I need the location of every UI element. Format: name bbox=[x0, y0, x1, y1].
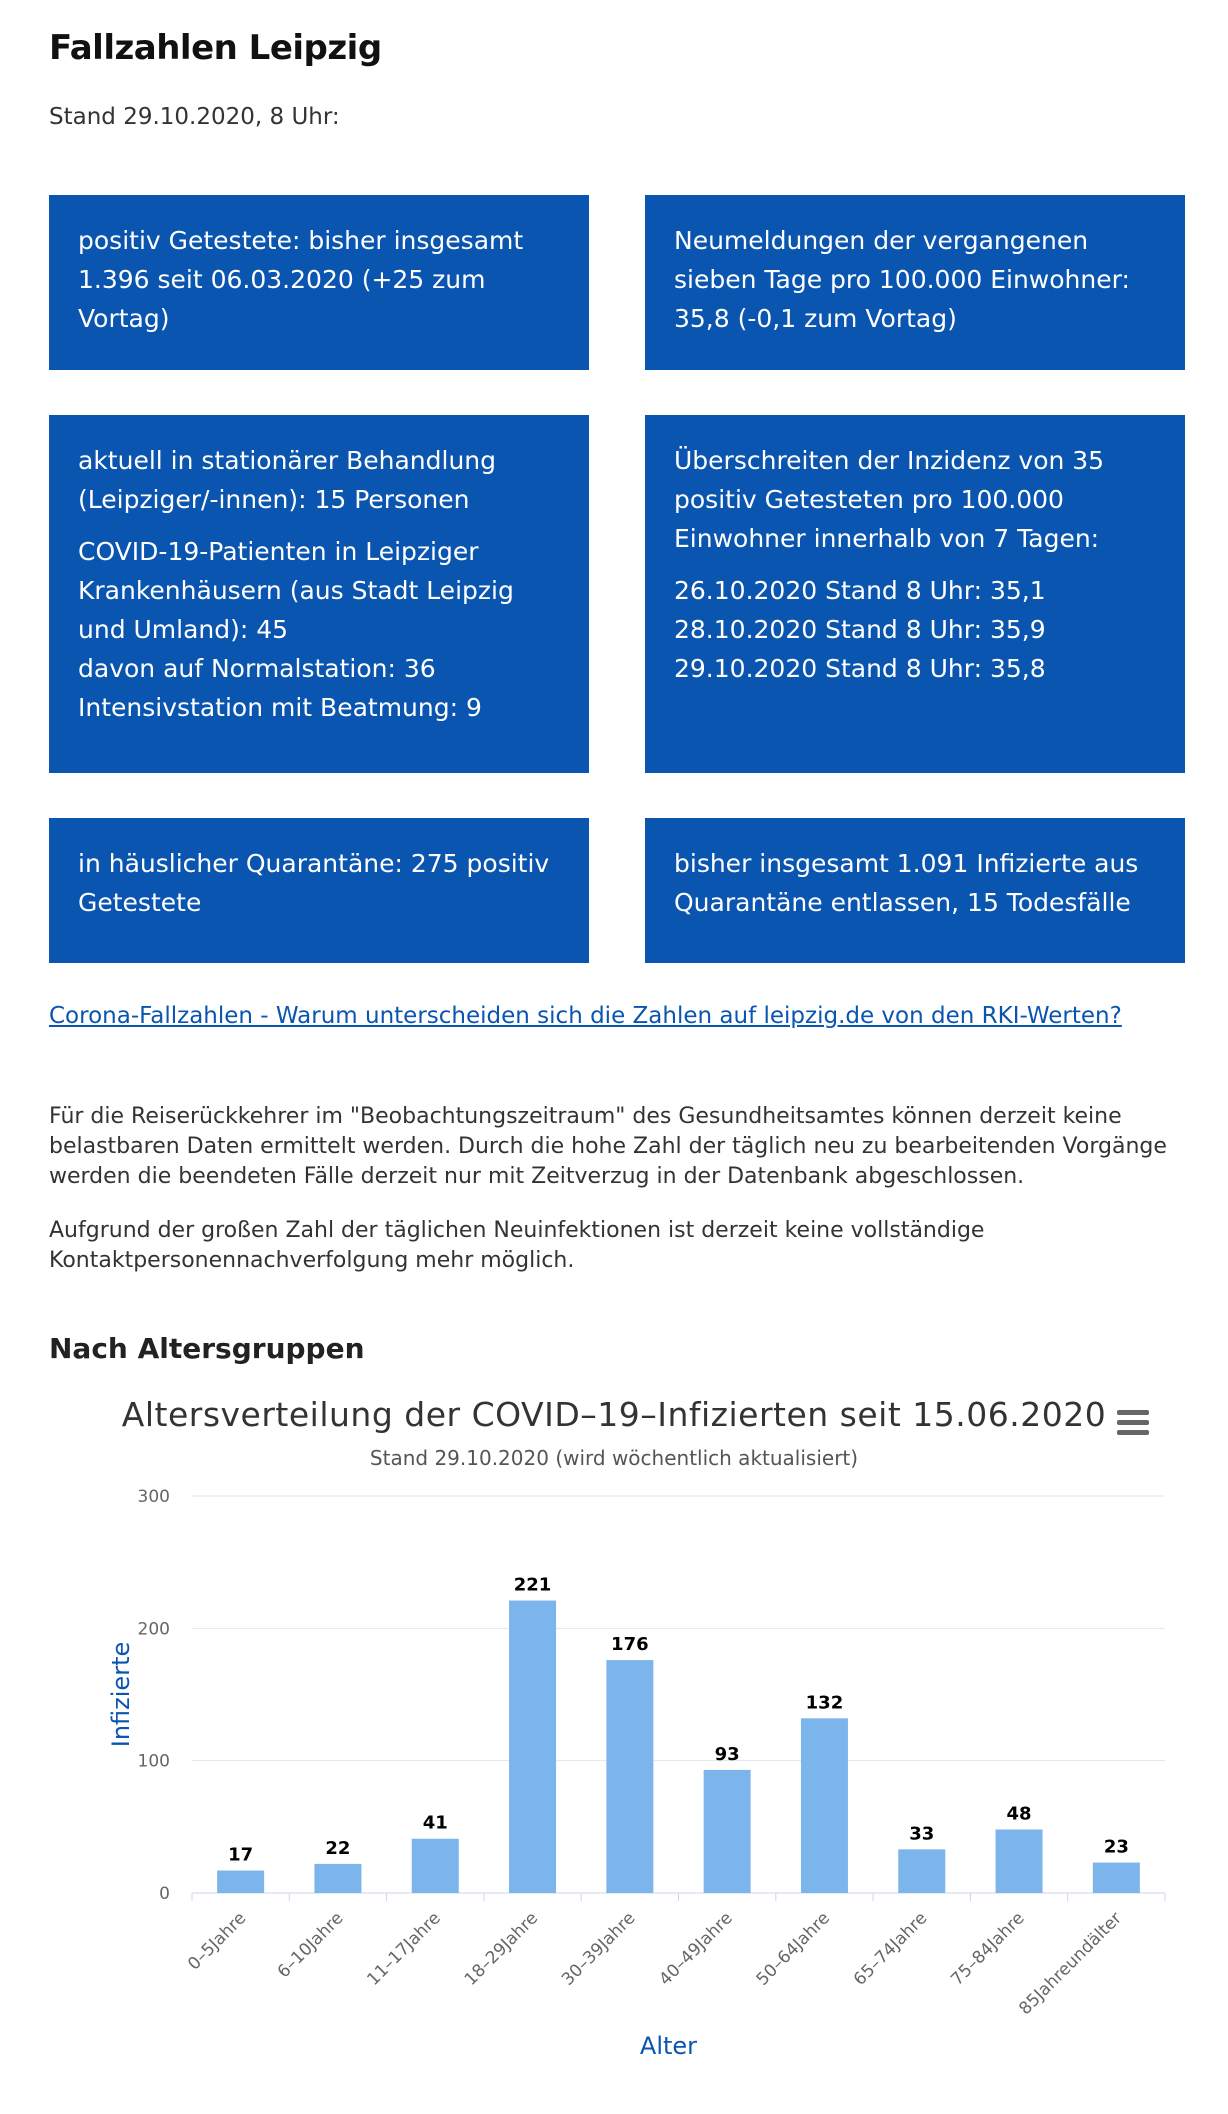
section-heading: Nach Altersgruppen bbox=[49, 1332, 365, 1365]
stand-date: Stand 29.10.2020, 8 Uhr: bbox=[49, 104, 340, 130]
bar bbox=[703, 1769, 751, 1893]
info-box-text: aktuell in stationärer Behandlung (Leipz… bbox=[78, 446, 497, 514]
info-box-threshold: Überschreiten der Inzidenz von 35 positi… bbox=[645, 415, 1185, 773]
page-title: Fallzahlen Leipzig bbox=[49, 28, 382, 68]
x-tick-label: 50–64Jahre bbox=[753, 1908, 834, 1989]
data-label: 132 bbox=[806, 1692, 844, 1713]
data-label: 221 bbox=[514, 1575, 552, 1596]
chart-svg: 0 100 200 300 Infizierte 17 0–5Jahre 22 6–10Jahr… bbox=[107, 1487, 1166, 2060]
data-label: 48 bbox=[1007, 1803, 1032, 1824]
paragraph-contact-tracing: Aufgrund der großen Zahl der täglichen N… bbox=[49, 1218, 985, 1273]
data-label: 41 bbox=[423, 1813, 448, 1834]
info-box-text: positiv Getestete: bisher insgesamt 1.39… bbox=[78, 226, 524, 333]
info-box-positive: positiv Getestete: bisher insgesamt 1.39… bbox=[49, 195, 589, 370]
info-box-text: COVID-19-Patienten in Leipziger Krankenh… bbox=[78, 537, 514, 722]
y-axis-title: Infizierte bbox=[107, 1642, 135, 1747]
bar bbox=[314, 1863, 362, 1893]
info-box-text: in häuslicher Quarantäne: 275 positiv Ge… bbox=[78, 849, 550, 917]
bar bbox=[995, 1829, 1043, 1893]
info-box-text: Überschreiten der Inzidenz von 35 positi… bbox=[674, 446, 1105, 553]
info-box-text: 26.10.2020 Stand 8 Uhr: 35,1 28.10.2020 … bbox=[674, 576, 1046, 683]
y-tick-label: 100 bbox=[138, 1752, 170, 1772]
x-tick-label: 85Jahreundälter bbox=[1015, 1908, 1126, 2019]
data-label: 22 bbox=[325, 1838, 350, 1859]
y-tick-label: 0 bbox=[159, 1884, 170, 1904]
info-box-incidence: Neumeldungen der vergangenen sieben Tage… bbox=[645, 195, 1185, 370]
x-tick-label: 0–5Jahre bbox=[184, 1908, 250, 1974]
info-box-released: bisher insgesamt 1.091 Infizierte aus Qu… bbox=[645, 818, 1185, 963]
data-label: 93 bbox=[715, 1744, 740, 1765]
x-axis-title: Alter bbox=[640, 2032, 697, 2060]
info-box-hospital: aktuell in stationärer Behandlung (Leipz… bbox=[49, 415, 589, 773]
bar bbox=[606, 1660, 654, 1893]
x-tick-label: 11–17Jahre bbox=[363, 1908, 444, 1989]
data-label: 23 bbox=[1104, 1837, 1129, 1858]
bar bbox=[411, 1838, 459, 1893]
bar bbox=[217, 1870, 265, 1893]
bar bbox=[509, 1600, 557, 1893]
bar bbox=[1092, 1862, 1140, 1893]
chart-title: Altersverteilung der COVID–19–Infizierte… bbox=[121, 1395, 1107, 1434]
paragraph-travelers: Für die Reiserückkehrer im "Beobachtungs… bbox=[49, 1104, 1167, 1189]
hamburger-menu-icon[interactable] bbox=[1117, 1410, 1149, 1436]
x-tick-label: 40–49Jahre bbox=[655, 1908, 736, 1989]
age-distribution-chart: 0 100 200 300 Infizierte 17 0–5Jahre 22 6–10Jahr… bbox=[49, 1380, 1179, 2080]
x-tick-label: 6–10Jahre bbox=[274, 1908, 348, 1982]
x-tick-label: 65–74Jahre bbox=[850, 1908, 931, 1989]
bar bbox=[898, 1849, 946, 1893]
info-box-text: Neumeldungen der vergangenen sieben Tage… bbox=[674, 226, 1130, 333]
y-tick-label: 300 bbox=[138, 1487, 170, 1507]
data-label: 176 bbox=[611, 1634, 649, 1655]
x-tick-label: 18–29Jahre bbox=[461, 1908, 542, 1989]
data-label: 33 bbox=[909, 1823, 934, 1844]
info-box-quarantine: in häuslicher Quarantäne: 275 positiv Ge… bbox=[49, 818, 589, 963]
rki-comparison-link[interactable]: Corona-Fallzahlen - Warum unterscheiden … bbox=[49, 1003, 1122, 1029]
x-tick-label: 30–39Jahre bbox=[558, 1908, 639, 1989]
y-tick-label: 200 bbox=[138, 1619, 170, 1639]
chart-subtitle: Stand 29.10.2020 (wird wöchentlich aktua… bbox=[369, 1446, 859, 1470]
x-tick-label: 75–84Jahre bbox=[947, 1908, 1028, 1989]
info-box-text: bisher insgesamt 1.091 Infizierte aus Qu… bbox=[674, 849, 1139, 917]
data-label: 17 bbox=[228, 1845, 253, 1866]
bar bbox=[800, 1718, 848, 1893]
